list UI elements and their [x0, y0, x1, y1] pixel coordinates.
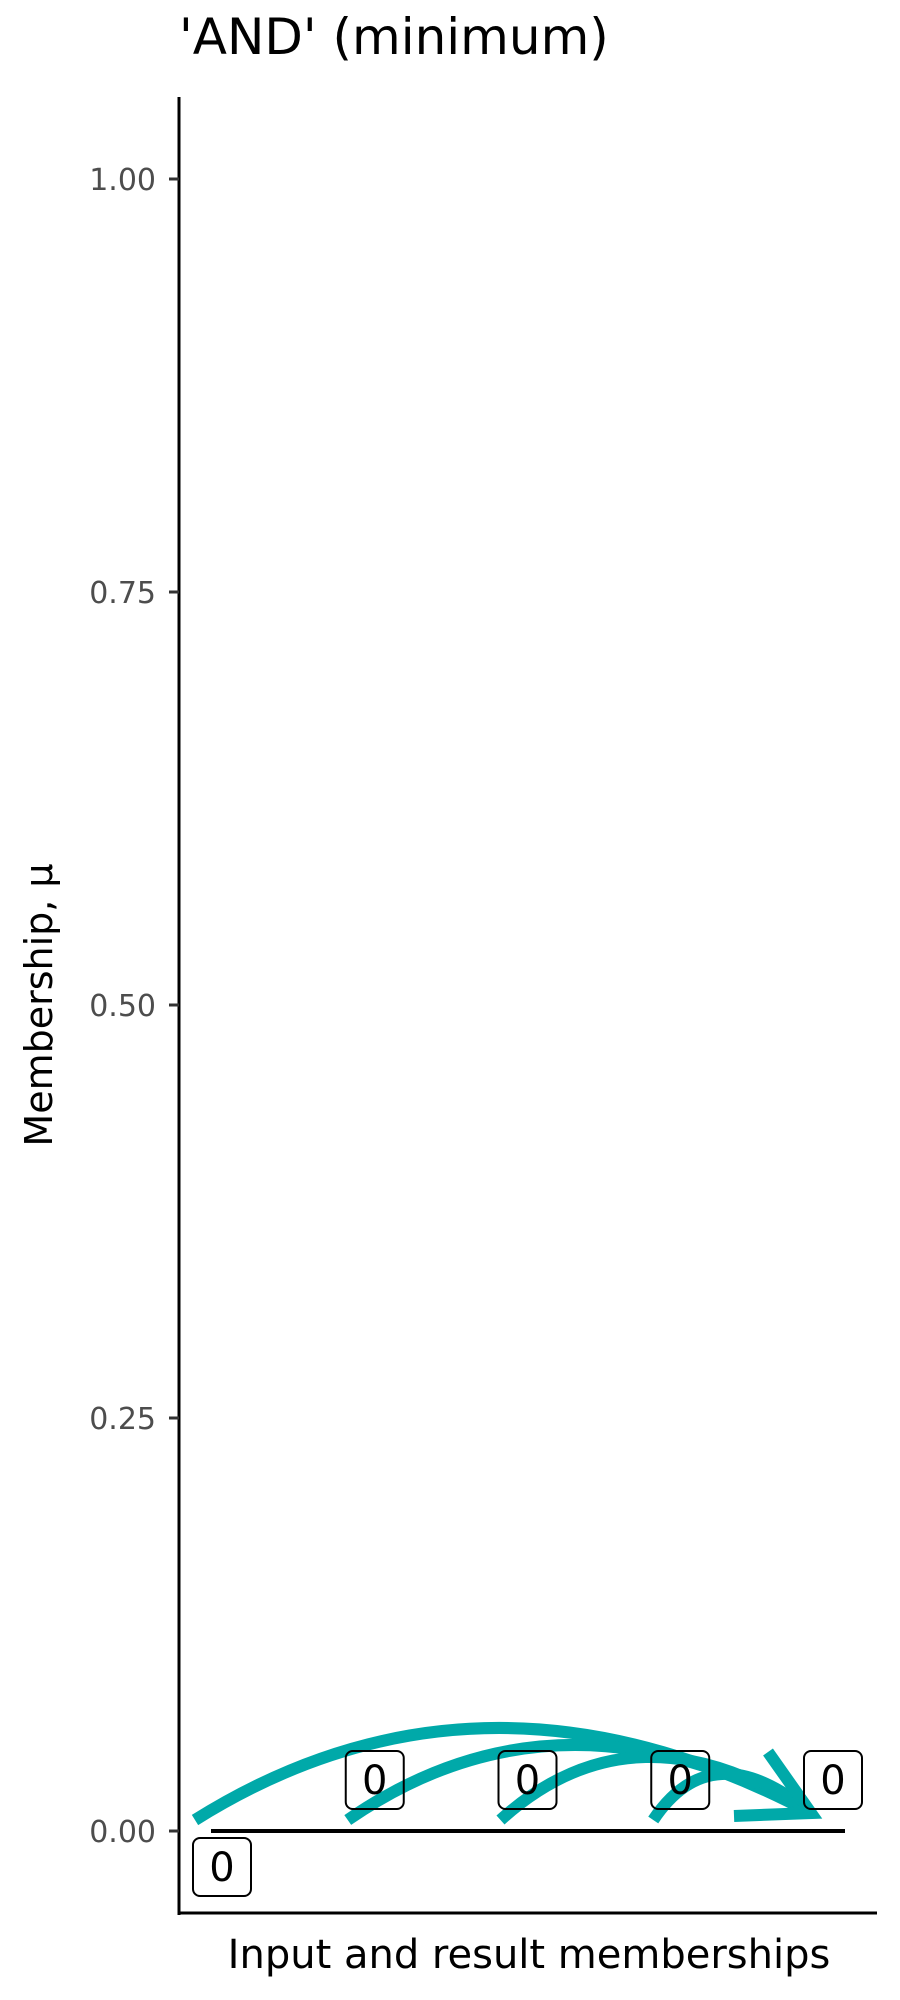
y-tick-label: 1.00 — [89, 163, 156, 198]
y-tick-label: 0.25 — [89, 1402, 156, 1437]
input-label-box — [192, 1837, 252, 1897]
y-axis-label: Membership, μ — [17, 863, 61, 1146]
arrow-head — [733, 1748, 823, 1822]
input-label: 0 — [515, 1758, 540, 1804]
x-axis-label: Input and result memberships — [228, 1932, 831, 1978]
chart-title: 'AND' (minimum) — [179, 8, 609, 66]
input-label: 0 — [362, 1758, 387, 1804]
y-tick-label: 0.00 — [89, 1815, 156, 1850]
result-label: 0 — [820, 1758, 845, 1804]
result-label-box — [803, 1750, 863, 1810]
arrow — [344, 1738, 814, 1825]
input-label-box — [650, 1750, 711, 1810]
arrow — [648, 1767, 815, 1824]
input-label: 0 — [209, 1845, 234, 1891]
y-tick-label: 0.50 — [89, 989, 156, 1024]
input-label-box — [497, 1750, 558, 1810]
input-label-box — [344, 1750, 405, 1810]
input-label: 0 — [668, 1758, 693, 1804]
y-tick-label: 0.75 — [89, 576, 156, 611]
